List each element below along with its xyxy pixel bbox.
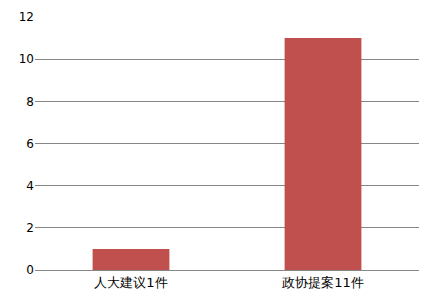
svg-text:10: 10 [19,52,34,66]
svg-text:政协提案11件: 政协提案11件 [282,275,364,290]
svg-text:0: 0 [26,263,34,277]
svg-text:4: 4 [26,179,34,193]
svg-text:8: 8 [26,95,34,109]
svg-text:6: 6 [26,137,34,151]
svg-text:人大建议1件: 人大建议1件 [94,275,167,290]
svg-text:12: 12 [19,10,34,24]
svg-text:2: 2 [26,221,34,235]
